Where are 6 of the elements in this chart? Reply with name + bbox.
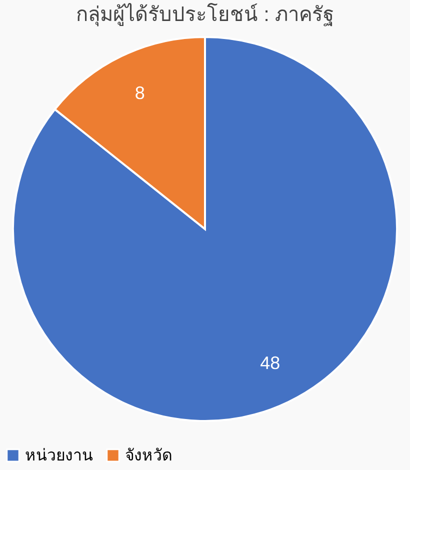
chart-title: กลุ่มผู้ได้รับประโยชน์ : ภาครัฐ: [76, 3, 334, 27]
data-label: 8: [134, 82, 145, 103]
legend-label: หน่วยงาน: [25, 447, 93, 464]
pie-slice: [12, 36, 398, 422]
data-label: 48: [260, 353, 280, 374]
legend-label: จังหวัด: [125, 447, 172, 464]
